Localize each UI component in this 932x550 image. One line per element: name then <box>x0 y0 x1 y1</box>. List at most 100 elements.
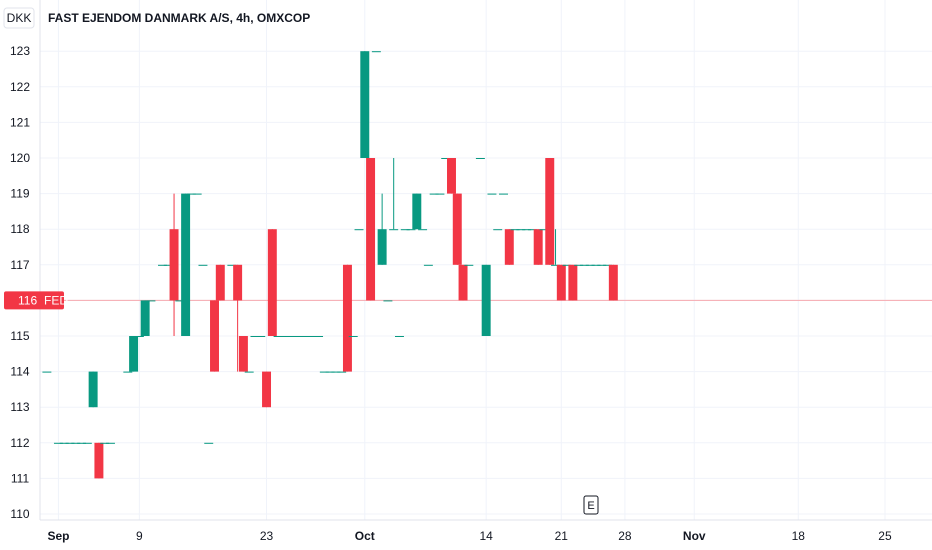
currency-badge[interactable] <box>3 7 35 29</box>
candle-body <box>348 336 358 337</box>
candle <box>285 336 295 337</box>
candle-body <box>603 264 613 266</box>
candle-body <box>100 442 110 444</box>
candle <box>123 371 133 373</box>
candle-body <box>290 336 300 337</box>
candle-body <box>545 158 555 265</box>
candle-body <box>227 264 237 266</box>
candle-body <box>458 264 468 301</box>
candle-body <box>129 336 139 372</box>
candle-body <box>539 229 549 231</box>
candle <box>296 336 306 337</box>
candle <box>267 229 277 336</box>
candle <box>585 264 595 266</box>
x-tick-label: Nov <box>683 529 706 543</box>
candle-body <box>134 336 144 337</box>
y-axis-background <box>0 0 40 520</box>
candle <box>487 193 497 195</box>
candle-body <box>568 264 578 301</box>
currency-label: DKK <box>7 11 32 25</box>
candle-body <box>204 442 214 444</box>
y-tick-label: 110 <box>10 507 29 521</box>
candle <box>325 371 335 373</box>
candle <box>591 264 601 266</box>
candle-body <box>314 336 324 337</box>
candle-body <box>331 371 341 373</box>
candle <box>493 229 503 231</box>
candle-body <box>412 193 422 230</box>
y-tick-label: 113 <box>10 400 29 414</box>
candle <box>400 229 410 231</box>
candle <box>366 158 376 301</box>
y-tick-label: 118 <box>10 222 29 236</box>
candle <box>163 264 173 266</box>
last-price-value: 116 <box>18 293 37 307</box>
candle-body <box>158 264 167 266</box>
candle-body <box>123 371 133 373</box>
candle-body <box>308 336 318 337</box>
candle <box>418 229 428 231</box>
candle <box>82 442 92 444</box>
candle-body <box>551 264 561 266</box>
candle-body <box>94 442 104 479</box>
candle-body <box>215 264 225 301</box>
candle <box>377 193 387 265</box>
candle <box>435 193 445 195</box>
candle <box>169 193 179 336</box>
candle-body <box>394 336 404 337</box>
candle-body <box>360 51 370 159</box>
candle-body <box>238 336 248 372</box>
x-axis[interactable]: Sep 9 23 Oct 14 21 28 Nov 18 25 <box>47 529 892 543</box>
candle-body <box>296 336 306 337</box>
x-axis-background <box>0 520 932 550</box>
x-tick-label: 18 <box>792 529 806 543</box>
candle <box>394 336 404 337</box>
candle <box>198 264 208 266</box>
candle <box>88 371 98 408</box>
candle <box>452 193 462 265</box>
candle-body <box>562 264 572 266</box>
candle <box>59 442 69 444</box>
candle <box>279 336 289 337</box>
candle-body <box>441 158 451 159</box>
candle-body <box>435 193 445 195</box>
candle <box>412 193 422 230</box>
y-tick-label: 120 <box>10 151 30 165</box>
candle <box>105 442 115 444</box>
x-tick-label: Sep <box>47 529 69 543</box>
x-tick-label: 23 <box>260 529 274 543</box>
candle-body <box>163 264 173 266</box>
y-tick-label: 111 <box>11 471 30 485</box>
candle-body <box>487 193 497 195</box>
candle <box>238 336 248 372</box>
candle-body <box>371 51 381 53</box>
candle <box>210 300 219 372</box>
candle <box>53 442 63 444</box>
candle <box>556 264 566 301</box>
x-tick-label: 21 <box>555 529 569 543</box>
candle <box>441 158 451 159</box>
candle-body <box>210 300 219 372</box>
candle-body <box>475 158 485 159</box>
candle <box>337 371 347 373</box>
y-tick-label: 121 <box>10 115 30 129</box>
candle-body <box>527 229 537 231</box>
earnings-event-marker[interactable]: E <box>583 495 599 515</box>
candle-body <box>464 264 474 266</box>
candle <box>314 336 324 337</box>
candle <box>423 264 433 266</box>
candle <box>244 371 254 373</box>
candle-body <box>510 229 520 231</box>
candle <box>71 442 81 444</box>
candle-body <box>59 442 69 444</box>
y-tick-label: 114 <box>10 365 29 379</box>
candle <box>603 264 613 266</box>
candle-body <box>493 229 503 231</box>
candle <box>227 264 237 266</box>
candle <box>342 264 352 372</box>
candle-body <box>77 442 87 444</box>
chart-title: FAST EJENDOM DANMARK A/S, 4h, OMXCOP <box>48 11 310 25</box>
candle <box>186 193 196 195</box>
candle-body <box>175 300 185 302</box>
